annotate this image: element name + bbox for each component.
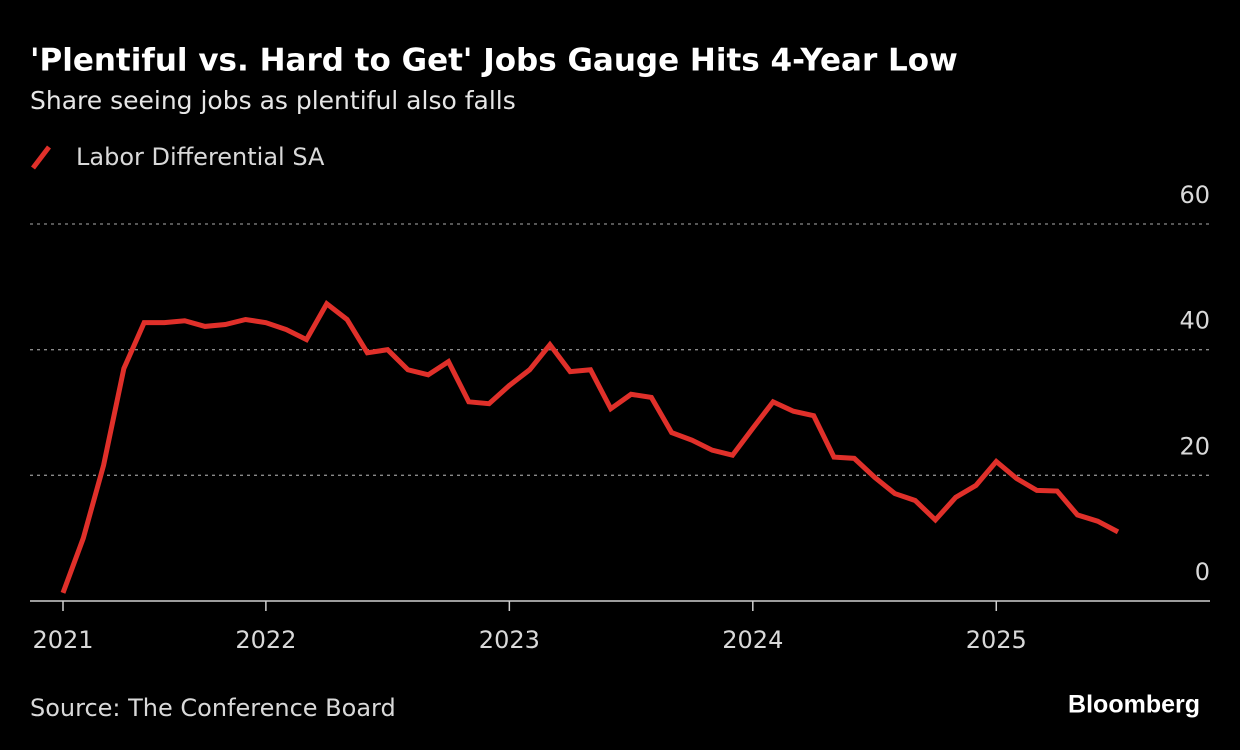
x-tick-label: 2023 xyxy=(479,626,540,654)
y-tick-label: 60 xyxy=(1179,181,1210,209)
y-tick-label: 20 xyxy=(1179,432,1210,460)
x-tick-label: 2021 xyxy=(32,626,93,654)
chart-title: 'Plentiful vs. Hard to Get' Jobs Gauge H… xyxy=(30,43,958,79)
x-tick-label: 2024 xyxy=(722,626,783,654)
legend-label: Labor Differential SA xyxy=(76,143,325,171)
line-series xyxy=(60,300,1120,594)
x-tick-label: 2025 xyxy=(966,626,1027,654)
brand: Bloomberg xyxy=(1068,691,1200,719)
y-tick-label: 0 xyxy=(1195,558,1210,586)
x-tick-label: 2022 xyxy=(235,626,296,654)
y-tick-label: 40 xyxy=(1179,307,1210,335)
legend-swatch xyxy=(31,145,51,170)
source: Source: The Conference Board xyxy=(30,694,396,722)
chart-subtitle: Share seeing jobs as plentiful also fall… xyxy=(30,86,516,115)
